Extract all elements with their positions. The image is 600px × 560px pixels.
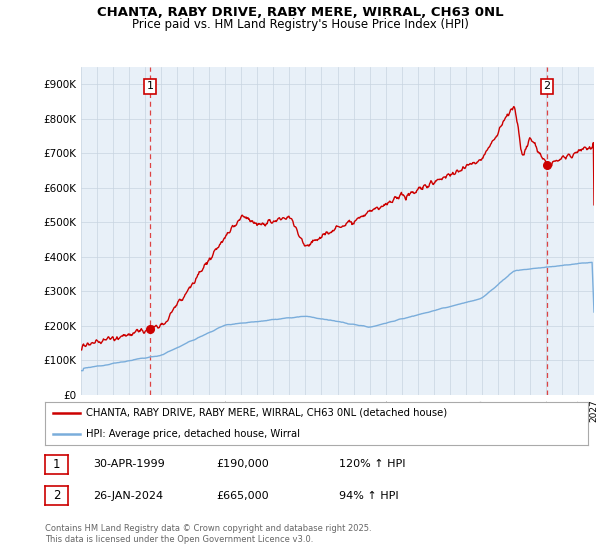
Text: 120% ↑ HPI: 120% ↑ HPI bbox=[339, 459, 406, 469]
Text: Contains HM Land Registry data © Crown copyright and database right 2025.
This d: Contains HM Land Registry data © Crown c… bbox=[45, 524, 371, 544]
Text: HPI: Average price, detached house, Wirral: HPI: Average price, detached house, Wirr… bbox=[86, 429, 300, 439]
Text: 2: 2 bbox=[53, 489, 60, 502]
Text: 1: 1 bbox=[147, 81, 154, 91]
Text: 94% ↑ HPI: 94% ↑ HPI bbox=[339, 491, 398, 501]
Text: 2: 2 bbox=[544, 81, 551, 91]
Text: 1: 1 bbox=[53, 458, 60, 471]
Text: 26-JAN-2024: 26-JAN-2024 bbox=[93, 491, 163, 501]
Text: £665,000: £665,000 bbox=[216, 491, 269, 501]
Text: 30-APR-1999: 30-APR-1999 bbox=[93, 459, 165, 469]
Text: CHANTA, RABY DRIVE, RABY MERE, WIRRAL, CH63 0NL: CHANTA, RABY DRIVE, RABY MERE, WIRRAL, C… bbox=[97, 6, 503, 18]
Text: Price paid vs. HM Land Registry's House Price Index (HPI): Price paid vs. HM Land Registry's House … bbox=[131, 18, 469, 31]
Text: £190,000: £190,000 bbox=[216, 459, 269, 469]
Text: CHANTA, RABY DRIVE, RABY MERE, WIRRAL, CH63 0NL (detached house): CHANTA, RABY DRIVE, RABY MERE, WIRRAL, C… bbox=[86, 408, 447, 418]
